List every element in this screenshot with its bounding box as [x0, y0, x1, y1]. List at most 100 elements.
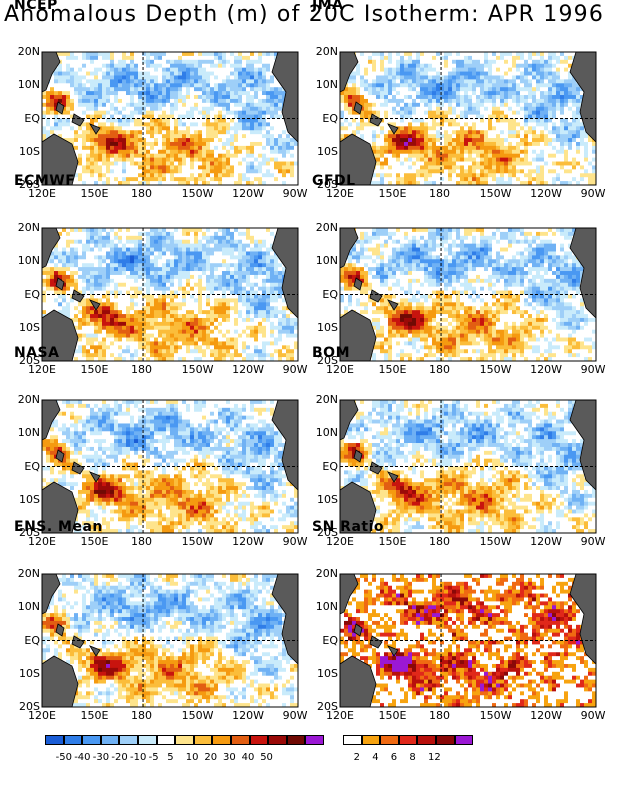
- heatmap-cell: [512, 95, 517, 100]
- heatmap-cell: [408, 130, 413, 135]
- heatmap-cell: [484, 149, 489, 155]
- heatmap-cell: [524, 114, 529, 119]
- heatmap-cell: [202, 177, 207, 182]
- heatmap-cell: [74, 251, 79, 256]
- heatmap-cell: [552, 67, 557, 72]
- heatmap-cell: [520, 130, 525, 135]
- heatmap-cell: [94, 83, 99, 88]
- heatmap-cell: [94, 138, 99, 143]
- heatmap-cell: [214, 52, 219, 57]
- heatmap-cell: [190, 98, 195, 104]
- heatmap-cell: [464, 138, 469, 143]
- heatmap-cell: [94, 235, 99, 241]
- heatmap-cell: [254, 106, 259, 112]
- heatmap-cell: [270, 126, 275, 131]
- heatmap-cell: [356, 118, 361, 123]
- heatmap-cell: [532, 79, 537, 84]
- heatmap-cell: [82, 329, 87, 335]
- heatmap-cell: [122, 52, 127, 57]
- heatmap-cell: [242, 59, 247, 65]
- heatmap-cell: [222, 106, 227, 112]
- heatmap-cell: [82, 67, 87, 72]
- heatmap-cell: [496, 181, 501, 186]
- heatmap-cell: [246, 110, 251, 115]
- heatmap-cell: [552, 83, 557, 88]
- heatmap-cell: [428, 83, 433, 88]
- heatmap-cell: [436, 67, 441, 72]
- heatmap-cell: [66, 298, 71, 303]
- heatmap-cell: [138, 63, 143, 69]
- heatmap-cell: [532, 95, 537, 100]
- heatmap-cell: [512, 118, 517, 123]
- heatmap-cell: [464, 75, 469, 80]
- heatmap-cell: [146, 126, 151, 131]
- heatmap-cell: [380, 71, 385, 76]
- heatmap-cell: [250, 169, 255, 174]
- heatmap-cell: [234, 71, 239, 76]
- heatmap-cell: [154, 122, 159, 127]
- heatmap-cell: [66, 67, 71, 72]
- heatmap-cell: [424, 98, 429, 104]
- heatmap-cell: [206, 122, 211, 127]
- heatmap-cell: [82, 134, 87, 139]
- heatmap-cell: [198, 75, 203, 80]
- heatmap-cell: [512, 71, 517, 76]
- heatmap-cell: [380, 157, 385, 162]
- heatmap-cell: [464, 95, 469, 100]
- heatmap-cell: [384, 79, 389, 84]
- heatmap-cell: [190, 134, 195, 139]
- heatmap-cell: [560, 67, 565, 72]
- heatmap-cell: [384, 157, 389, 162]
- heatmap-cell: [356, 126, 361, 131]
- heatmap-cell: [78, 83, 83, 88]
- heatmap-cell: [504, 87, 509, 92]
- heatmap-cell: [372, 169, 377, 174]
- heatmap-cell: [412, 114, 417, 119]
- heatmap-cell: [448, 173, 453, 178]
- heatmap-cell: [436, 169, 441, 174]
- heatmap-cell: [130, 52, 135, 57]
- heatmap-cell: [154, 91, 159, 96]
- heatmap-cell: [158, 67, 163, 72]
- heatmap-cell: [258, 181, 263, 186]
- heatmap-cell: [134, 106, 139, 112]
- heatmap-cell: [504, 141, 509, 147]
- heatmap-cell: [94, 122, 99, 127]
- heatmap-cell: [484, 59, 489, 65]
- heatmap-cell: [78, 286, 83, 291]
- heatmap-cell: [294, 141, 299, 147]
- heatmap-cell: [464, 83, 469, 88]
- heatmap-cell: [456, 110, 461, 115]
- heatmap-cell: [504, 173, 509, 178]
- heatmap-cell: [158, 79, 163, 84]
- heatmap-cell: [544, 126, 549, 131]
- heatmap-cell: [146, 145, 151, 151]
- heatmap-cell: [368, 63, 373, 69]
- heatmap-cell: [504, 63, 509, 69]
- heatmap-cell: [178, 106, 183, 112]
- heatmap-cell: [372, 79, 377, 84]
- heatmap-cell: [412, 134, 417, 139]
- heatmap-cell: [206, 79, 211, 84]
- heatmap-cell: [110, 259, 115, 264]
- heatmap-cell: [114, 149, 119, 155]
- heatmap-cell: [376, 161, 381, 166]
- heatmap-cell: [90, 75, 95, 80]
- heatmap-cell: [74, 255, 79, 260]
- heatmap-cell: [392, 52, 397, 57]
- heatmap-cell: [250, 153, 255, 159]
- heatmap-cell: [468, 71, 473, 76]
- heatmap-cell: [408, 173, 413, 178]
- heatmap-cell: [90, 228, 95, 233]
- heatmap-cell: [372, 102, 377, 108]
- heatmap-cell: [492, 134, 497, 139]
- heatmap-cell: [182, 157, 187, 162]
- heatmap-cell: [384, 181, 389, 186]
- heatmap-cell: [54, 102, 59, 108]
- heatmap-cell: [58, 302, 63, 307]
- heatmap-cell: [142, 181, 147, 186]
- heatmap-cell: [174, 141, 179, 147]
- heatmap-cell: [146, 91, 151, 96]
- heatmap-cell: [424, 173, 429, 178]
- heatmap-cell: [568, 141, 573, 147]
